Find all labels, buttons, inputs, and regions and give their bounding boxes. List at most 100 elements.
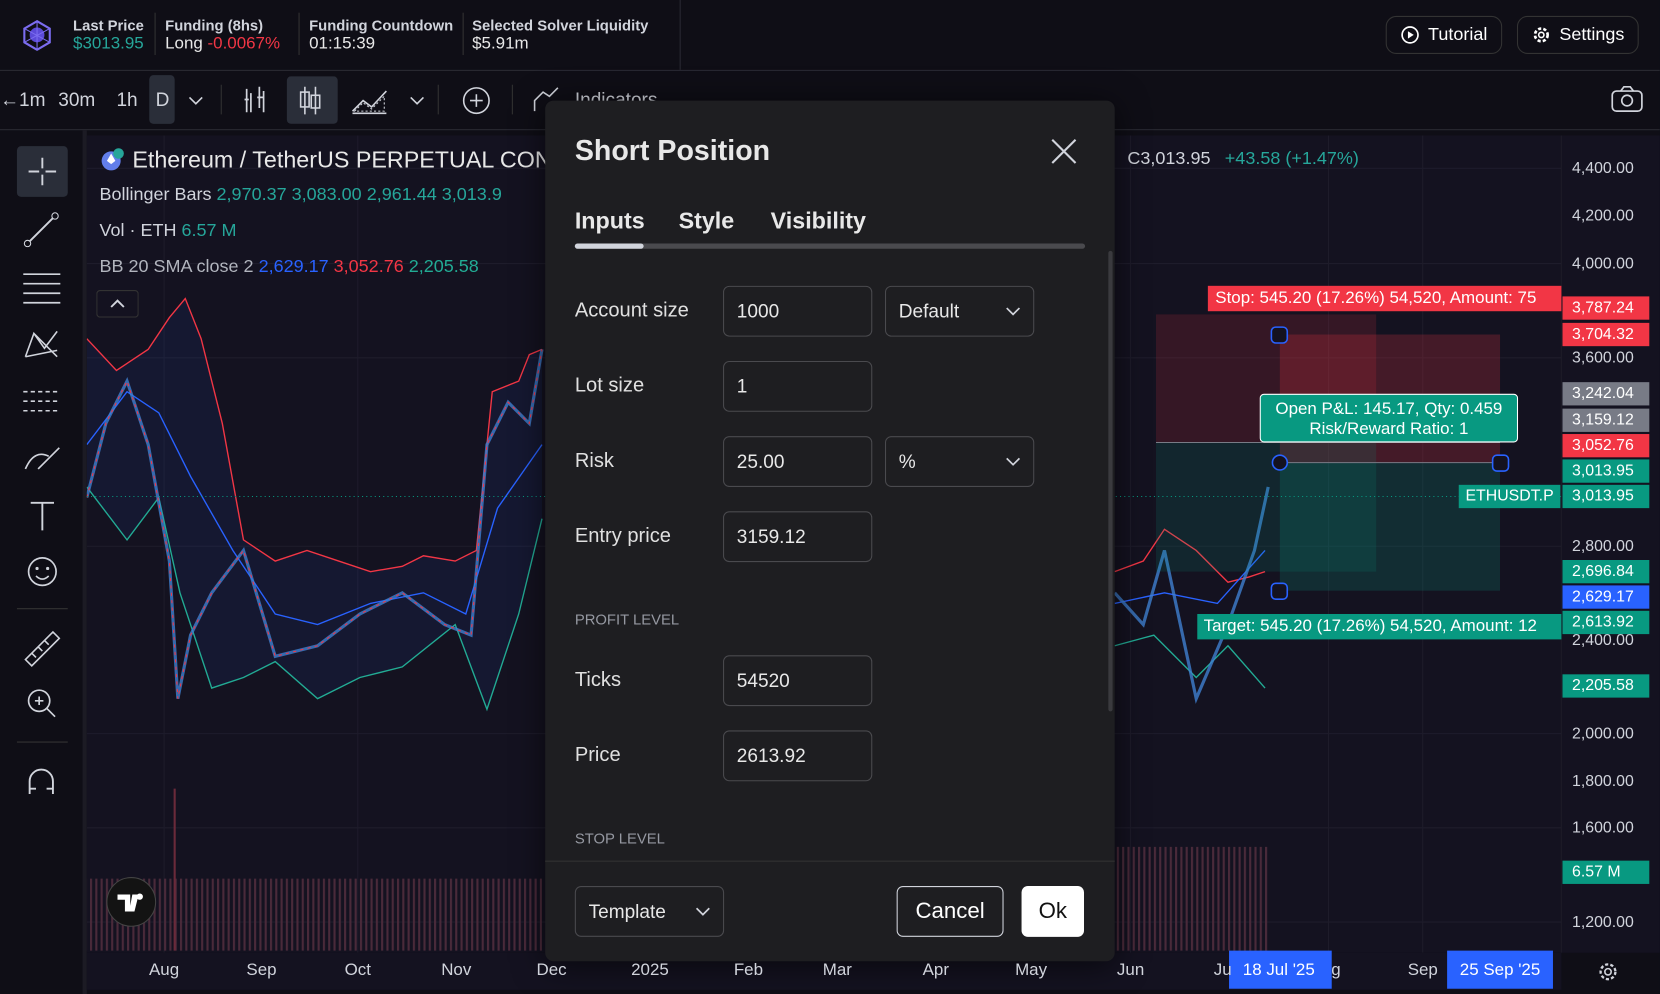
price-tick-label: 2,000.00 (1572, 724, 1634, 743)
funding-rate: -0.0067% (207, 34, 281, 53)
screenshot-icon[interactable] (1609, 85, 1645, 115)
collapse-legend[interactable] (96, 290, 139, 318)
label: Funding (8hs) (165, 16, 264, 34)
divider (82, 130, 87, 994)
tab[interactable]: Style (678, 207, 735, 234)
select[interactable]: % (884, 436, 1035, 487)
last-price: $3013.95 (73, 34, 144, 53)
field-label: Account size (574, 299, 689, 322)
time-tick-label: Apr (922, 961, 949, 980)
price-tag: 2,629.17 (1562, 585, 1650, 609)
time-highlight (1447, 950, 1553, 989)
text-input[interactable]: 25.00 (723, 436, 873, 487)
text-input[interactable]: 54520 (723, 655, 873, 707)
price-tick-label: 2,400.00 (1572, 631, 1634, 650)
axis-settings-icon[interactable] (1595, 959, 1620, 984)
ok-button[interactable]: Ok (1021, 886, 1085, 937)
price-tag: 6.57 M (1562, 860, 1650, 884)
price-tag: 2,696.84 (1562, 559, 1650, 584)
stop-label: Stop: 545.20 (17.26%) 54,520, Amount: 75 (1207, 285, 1562, 312)
time-tick-label: Nov (441, 961, 472, 980)
indicator-legend: Vol · ETH 6.57 M (100, 220, 237, 241)
target-label: Target: 545.20 (17.26%) 54,520, Amount: … (1197, 613, 1562, 640)
close-button[interactable] (1050, 138, 1078, 166)
select[interactable]: Default (884, 285, 1035, 337)
select-label: Default (898, 300, 960, 322)
price-tag: 3,013.95 (1562, 484, 1650, 509)
label: Funding Countdown (309, 16, 454, 34)
dialog: Short Position Inputs Style Visibility P… (545, 100, 1115, 962)
text-input[interactable]: 2613.92 (723, 730, 873, 782)
indicator-value: 6.57 M (181, 220, 237, 241)
time-highlight-label: 25 Sep '25 (1459, 961, 1541, 980)
tradingview-logo (106, 877, 157, 927)
settings-button[interactable]: Settings (1516, 15, 1640, 54)
tab[interactable]: Inputs (574, 207, 645, 234)
funding-side: Long (165, 34, 203, 53)
interval[interactable]: 30m (58, 88, 96, 111)
text-input[interactable]: 3159.12 (723, 511, 873, 563)
section-heading: STOP LEVEL (574, 829, 665, 847)
divider (0, 69, 1660, 71)
field-label: Ticks (574, 669, 622, 692)
liquidity: $5.91m (472, 34, 529, 53)
time-tick-label: May (1015, 961, 1048, 980)
select-label: Template (588, 900, 666, 923)
field-label: Risk (574, 449, 614, 473)
time-tick-label: 2025 (631, 961, 669, 980)
chevron (1006, 457, 1021, 466)
time-tick-label: Aug (149, 961, 180, 980)
price-tag: 3,242.04 (1562, 382, 1650, 406)
price-tick-label: 1,600.00 (1572, 818, 1634, 837)
interval-label: 1m (19, 88, 46, 111)
template-select[interactable]: Template (574, 886, 725, 937)
symbol-title: Ethereum / TetherUS PERPETUAL CONT (132, 146, 566, 173)
indicator-value: 3,052.76 (333, 256, 404, 277)
pnl-box: Open P&L: 145.17, Qty: 0.459 Risk/Reward … (1259, 393, 1519, 443)
divider (462, 12, 464, 56)
funding: Long -0.0067% (165, 35, 280, 54)
dialog-title: Short Position (574, 134, 771, 167)
indicator-value: 2,629.17 (258, 256, 329, 277)
text-input[interactable]: 1000 (723, 285, 873, 337)
icon (1533, 27, 1549, 43)
time-highlight-label: 18 Jul '25 (1242, 961, 1315, 980)
time-tick-label: g (1331, 961, 1341, 980)
field-label: Lot size (574, 374, 645, 397)
indicator-value: 3,083.00 (291, 184, 362, 205)
cancel-button[interactable]: Cancel (896, 886, 1004, 937)
section-heading: PROFIT LEVEL (574, 610, 680, 628)
symbol-tag: ETHUSDT.P (1458, 484, 1561, 509)
price-tick-label: 3,600.00 (1572, 348, 1634, 367)
indicator-value: 2,961.44 (366, 184, 437, 205)
close-value: C3,013.95 (1127, 148, 1211, 169)
countdown: 01:15:39 (309, 34, 376, 53)
price-tick-label: 4,400.00 (1572, 159, 1634, 178)
divider (154, 12, 156, 56)
scrollbar (1108, 250, 1113, 712)
interval-active-bg (149, 75, 175, 124)
time-tick-label: Ju (1213, 961, 1232, 980)
price-tick-label: 4,200.00 (1572, 206, 1634, 225)
price-tag: 3,159.12 (1562, 408, 1650, 432)
interval[interactable]: D (155, 88, 170, 111)
time-tick-label: Oct (344, 961, 371, 980)
symbol-icon (101, 148, 124, 171)
time-tick-label: Sep (1407, 961, 1438, 980)
divider (298, 12, 300, 56)
tutorial-button[interactable]: Tutorial (1385, 15, 1503, 54)
toolbar-icons (188, 76, 559, 124)
icon (1401, 26, 1419, 44)
price-axis (1561, 135, 1660, 953)
select-label: % (898, 450, 916, 473)
ratio-text: Risk/Reward Ratio: 1 (1309, 420, 1469, 439)
text-input[interactable]: 1 (723, 360, 873, 412)
tab[interactable]: Visibility (770, 207, 867, 234)
label: Selected Solver Liquidity (472, 16, 649, 34)
divider (679, 0, 681, 70)
interval[interactable]: ←1m (0, 88, 46, 111)
button-label: Settings (1559, 24, 1625, 45)
price-tick-label: 4,000.00 (1572, 254, 1634, 273)
interval[interactable]: 1h (116, 88, 138, 111)
